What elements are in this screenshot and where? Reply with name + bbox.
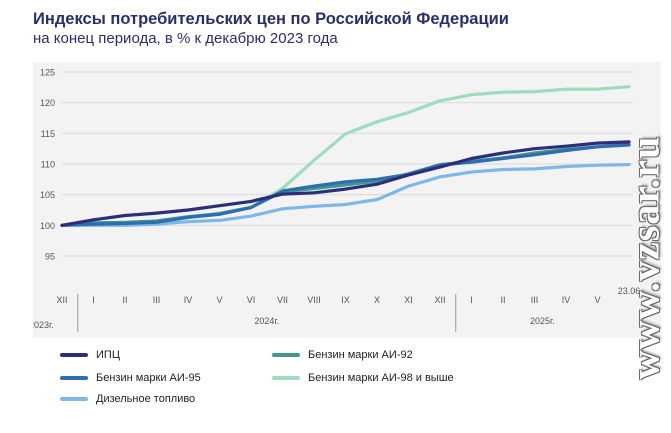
chart-title: Индексы потребительских цен по Российско…	[33, 10, 509, 28]
x-tick-label: 23.06	[618, 286, 641, 296]
legend-item-cpi: ИПЦ	[60, 349, 120, 361]
series-line	[60, 140, 631, 227]
x-tick-label: IV	[562, 295, 571, 305]
legend-item-ai95: Бензин марки АИ-95	[60, 372, 201, 384]
legend-item-diesel: Дизельное топливо	[60, 393, 195, 405]
legend-label-ai95: Бензин марки АИ-95	[96, 372, 201, 384]
x-tick-label: V	[216, 295, 222, 305]
series-line	[60, 162, 631, 227]
y-tick-label: 105	[40, 190, 55, 200]
x-tick-label: X	[374, 295, 380, 305]
x-tick-label: XII	[434, 295, 445, 305]
chart-subtitle: на конец периода, в % к декабрю 2023 год…	[33, 30, 338, 47]
y-tick-label: 125	[40, 68, 55, 78]
x-tick-label: III	[531, 295, 539, 305]
year-label: 2024г.	[254, 316, 279, 326]
x-tick-label: VI	[247, 295, 256, 305]
legend-label-ai92: Бензин марки АИ-92	[308, 349, 413, 361]
y-tick-label: 120	[40, 98, 55, 108]
x-tick-label: I	[470, 295, 473, 305]
x-tick-label: IX	[341, 295, 350, 305]
x-tick-label: I	[92, 295, 95, 305]
legend-item-ai92: Бензин марки АИ-92	[272, 349, 413, 361]
legend-label-ai98: Бензин марки АИ-98 и выше	[308, 372, 454, 384]
watermark-text: www.vzsar.ru	[622, 135, 668, 379]
legend-swatch-ai95	[60, 376, 88, 380]
legend-label-diesel: Дизельное топливо	[96, 393, 196, 405]
y-tick-label: 110	[41, 160, 55, 170]
legend-label-cpi: ИПЦ	[96, 349, 120, 361]
y-tick-label: 100	[40, 221, 55, 231]
year-label: 2025г.	[530, 316, 555, 326]
y-tick-label: 115	[41, 129, 55, 139]
x-tick-label: XI	[404, 295, 413, 305]
x-tick-label: VIII	[307, 295, 321, 305]
series-line	[60, 143, 631, 227]
y-tick-label: 95	[45, 252, 55, 262]
x-tick-label: IV	[184, 295, 193, 305]
legend-swatch-ai98	[272, 376, 300, 380]
watermark: www.vzsar.ru	[623, 92, 668, 422]
x-tick-label: III	[153, 295, 161, 305]
plot-area: 95 100 105 110 115 120 125 XII I II III IV V VI VII VII…	[33, 62, 661, 338]
x-tick-label: V	[594, 295, 600, 305]
x-tick-label: XII	[56, 295, 67, 305]
x-tick-label: VII	[277, 295, 288, 305]
x-tick-label: II	[122, 295, 127, 305]
legend-item-ai98: Бензин марки АИ-98 и выше	[272, 372, 454, 384]
legend-swatch-ai92	[272, 353, 300, 357]
x-tick-label: II	[500, 295, 505, 305]
legend-swatch-cpi	[60, 353, 88, 357]
legend-swatch-diesel	[60, 397, 88, 401]
